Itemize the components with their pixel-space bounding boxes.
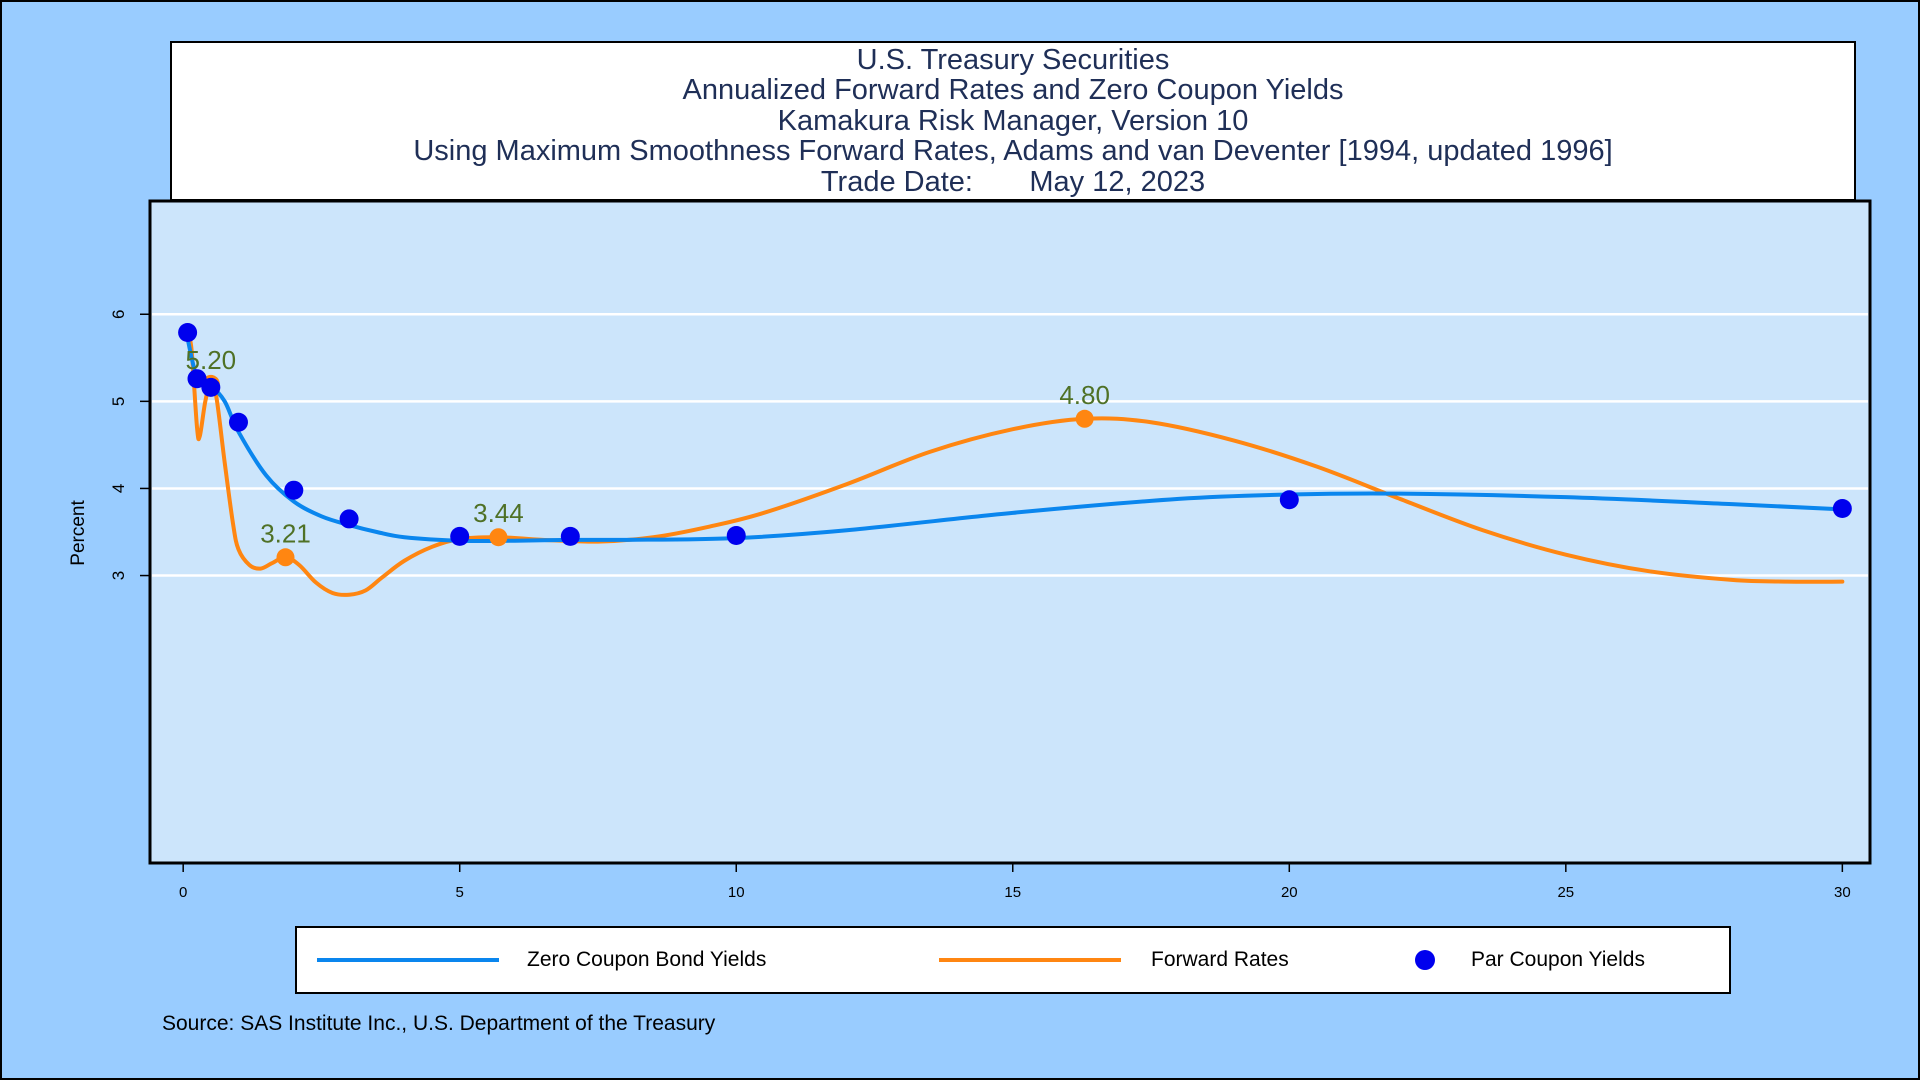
par-coupon-yield-point <box>1832 498 1852 518</box>
y-tick-label-4: 4 <box>109 484 128 493</box>
legend: Zero Coupon Bond Yields Forward Rates Pa… <box>295 926 1731 994</box>
forward-rate-marker <box>489 528 508 547</box>
par-coupon-yield-point <box>228 412 248 432</box>
x-tick-label-25: 25 <box>1557 884 1574 901</box>
x-tick-label-0: 0 <box>179 884 187 901</box>
legend-swatch-forward <box>939 958 1121 962</box>
legend-item-forward: Forward Rates <box>939 928 1289 992</box>
plot-area <box>148 199 1872 865</box>
title-box: U.S. Treasury Securities Annualized Forw… <box>170 41 1856 201</box>
par-coupon-yield-point <box>178 323 198 343</box>
legend-label-forward: Forward Rates <box>1151 948 1289 971</box>
annotation-label: 3.21 <box>260 518 311 548</box>
y-tick-label-3: 3 <box>109 571 128 580</box>
annotations: 5.20 3.21 3.44 4.80 <box>186 345 1110 548</box>
source-note: Source: SAS Institute Inc., U.S. Departm… <box>162 1012 716 1035</box>
x-tick-label-20: 20 <box>1281 884 1298 901</box>
markers <box>178 323 1852 567</box>
y-axis-label: Percent <box>68 500 89 566</box>
par-coupon-yield-point <box>284 480 304 500</box>
par-coupon-yield-point <box>201 377 221 397</box>
legend-swatch-par <box>1415 950 1435 970</box>
zero-coupon-yield-line <box>185 336 1845 544</box>
y-tick-label-6: 6 <box>109 310 128 319</box>
legend-label-zero: Zero Coupon Bond Yields <box>527 948 767 971</box>
legend-label-par: Par Coupon Yields <box>1471 948 1645 971</box>
par-coupon-yield-point <box>187 369 207 389</box>
x-tick-label-10: 10 <box>728 884 745 901</box>
forward-rate-marker <box>276 548 295 567</box>
par-coupon-yield-point <box>450 526 470 546</box>
gridlines <box>152 312 1868 577</box>
par-coupon-yield-point <box>560 526 580 546</box>
axes: 3 4 5 6 0 5 10 15 20 25 30 <box>109 310 1851 901</box>
title-line-1: U.S. Treasury Securities <box>856 43 1170 76</box>
legend-item-zero: Zero Coupon Bond Yields <box>317 928 766 992</box>
annotation-label: 3.44 <box>473 498 524 528</box>
legend-item-par: Par Coupon Yields <box>1415 928 1645 992</box>
par-coupon-yield-point <box>1279 490 1299 510</box>
x-tick-label-30: 30 <box>1834 884 1851 901</box>
title-line-2: Annualized Forward Rates and Zero Coupon… <box>682 74 1344 107</box>
title-line-5: Trade Date: May 12, 2023 <box>820 165 1206 198</box>
x-tick-label-15: 15 <box>1004 884 1021 901</box>
title-line-3: Kamakura Risk Manager, Version 10 <box>777 104 1249 137</box>
title-line-4: Using Maximum Smoothness Forward Rates, … <box>413 135 1613 168</box>
par-coupon-yield-point <box>726 525 746 545</box>
y-tick-label-5: 5 <box>109 397 128 406</box>
annotation-label: 4.80 <box>1059 380 1110 410</box>
forward-rate-marker <box>1075 409 1094 428</box>
annotation-label: 5.20 <box>186 345 237 375</box>
legend-swatch-zero <box>317 958 499 962</box>
par-coupon-yield-point <box>339 509 359 529</box>
x-tick-label-5: 5 <box>456 884 464 901</box>
